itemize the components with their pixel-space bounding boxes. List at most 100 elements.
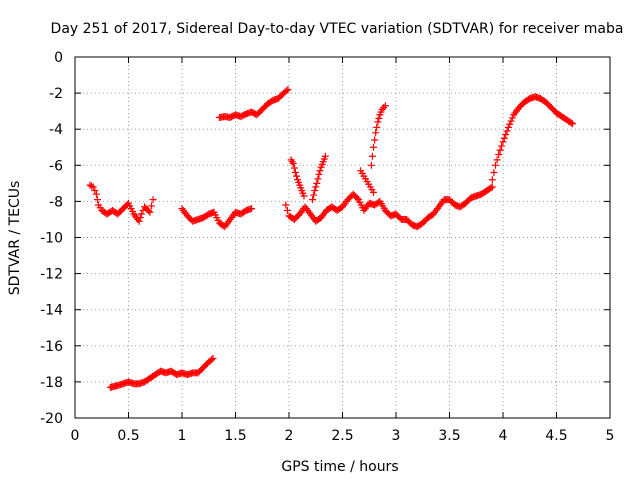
data-point — [368, 152, 376, 160]
series-arc-low-1 — [106, 354, 217, 391]
data-point — [300, 192, 308, 200]
data-point — [309, 196, 317, 204]
data-point — [282, 201, 290, 209]
data-point — [89, 183, 97, 191]
chart-marks — [86, 85, 577, 391]
y-tick-label: -8 — [49, 194, 63, 210]
x-tick-label: 4 — [499, 428, 508, 444]
data-point — [283, 87, 291, 95]
data-point — [370, 143, 378, 151]
data-point — [248, 205, 256, 213]
y-axis-label: SDTVAR / TECUs — [7, 181, 23, 296]
data-point — [503, 127, 511, 135]
data-point — [567, 119, 575, 127]
data-point — [149, 196, 157, 204]
data-point — [311, 187, 319, 195]
x-tick-label: 1 — [178, 428, 187, 444]
data-point — [88, 182, 96, 190]
y-tick-label: -2 — [49, 86, 63, 102]
data-point — [316, 167, 324, 175]
chart-tick-labels: 0 0.5 1 1.5 2 2.5 3 3.5 4 4.5 5 0 -2 -4 -6 -8 -10 -12 -14 -… — [40, 50, 614, 444]
series-arc-rise-1 — [488, 93, 577, 184]
x-tick-label: 0.5 — [117, 428, 139, 444]
data-point — [372, 129, 380, 137]
data-point — [569, 120, 577, 128]
data-point — [148, 202, 156, 210]
data-point — [381, 102, 389, 110]
x-tick-label: 3 — [392, 428, 401, 444]
series-spike-2 — [309, 152, 329, 204]
data-point — [506, 120, 514, 128]
data-point — [290, 164, 298, 172]
data-point — [313, 179, 321, 187]
x-tick-label: 1.5 — [224, 428, 246, 444]
y-tick-label: -4 — [49, 122, 63, 138]
data-point — [508, 114, 516, 122]
data-point — [492, 161, 500, 169]
x-tick-label: 0 — [71, 428, 80, 444]
series-arc-mid-3 — [282, 183, 496, 231]
x-tick-label: 2 — [285, 428, 294, 444]
data-point — [93, 196, 101, 204]
y-tick-label: -10 — [40, 231, 63, 247]
series-spike-3 — [357, 167, 378, 196]
data-point — [315, 170, 323, 178]
chart-ticks — [74, 56, 611, 419]
y-tick-label: 0 — [54, 50, 63, 66]
data-point — [353, 194, 361, 202]
y-tick-label: -14 — [40, 303, 63, 319]
chart-grid — [75, 57, 610, 418]
data-point — [92, 190, 100, 198]
series-arc-mid-1 — [86, 181, 157, 225]
data-point — [135, 217, 143, 225]
data-point — [498, 142, 506, 150]
data-point — [488, 183, 496, 191]
series-spike-4 — [367, 102, 389, 169]
data-point — [86, 181, 94, 189]
data-point — [507, 117, 515, 125]
data-point — [488, 176, 496, 184]
data-point — [284, 85, 292, 93]
data-point — [371, 136, 379, 144]
data-point — [91, 187, 99, 195]
chart-title: Day 251 of 2017, Sidereal Day-to-day VTE… — [51, 21, 624, 37]
data-point — [493, 156, 501, 164]
y-tick-label: -12 — [40, 267, 63, 283]
plot-area-frame — [74, 56, 611, 419]
data-point — [146, 208, 154, 216]
data-point — [283, 206, 291, 214]
data-point — [289, 159, 297, 167]
data-point — [288, 158, 296, 166]
data-point — [367, 161, 375, 169]
y-tick-label: -20 — [40, 411, 63, 427]
data-point — [370, 188, 378, 196]
data-point — [490, 169, 498, 177]
x-tick-label: 4.5 — [545, 428, 567, 444]
y-tick-label: -6 — [49, 158, 63, 174]
data-point — [500, 134, 508, 142]
data-point — [374, 118, 382, 126]
x-tick-label: 5 — [606, 428, 615, 444]
data-point — [321, 152, 329, 160]
data-point — [495, 150, 503, 158]
data-point — [504, 123, 512, 131]
data-point — [136, 214, 144, 222]
x-axis-label: GPS time / hours — [281, 459, 398, 475]
series-arc-mid-2 — [178, 205, 256, 231]
data-point — [487, 184, 495, 192]
data-point — [496, 146, 504, 154]
data-point — [373, 123, 381, 131]
data-point — [208, 356, 216, 364]
data-point — [291, 169, 299, 177]
x-tick-label: 2.5 — [331, 428, 353, 444]
data-point — [314, 175, 322, 183]
data-point — [502, 131, 510, 139]
series-arc-upper-1 — [215, 85, 292, 121]
data-point — [292, 172, 300, 180]
data-point — [137, 210, 145, 218]
data-point — [209, 354, 217, 362]
data-point — [145, 207, 153, 215]
series-spike-1 — [287, 156, 308, 200]
x-tick-label: 3.5 — [438, 428, 460, 444]
